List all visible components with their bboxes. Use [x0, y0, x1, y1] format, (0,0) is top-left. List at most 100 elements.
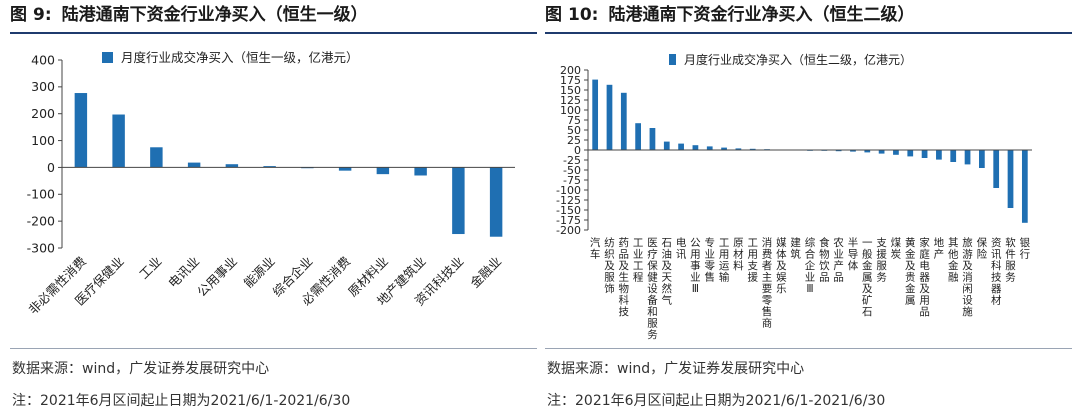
figure-9-note: 注：2021年6月区间起止日期为2021/6/1-2021/6/30: [12, 393, 351, 409]
fig9-bar: [112, 114, 125, 168]
fig10-bar: [620, 92, 627, 150]
fig10-y-tick-label: -175: [556, 214, 581, 227]
fig10-category-label: 地产: [934, 236, 945, 261]
fig10-category-label: 公用事业 Ⅲ: [690, 237, 701, 295]
figure-9-bar-chart: 月度行业成交净买入（恒生一级，亿港元） -300 -200 -100 0 100 200 30…: [25, 50, 515, 318]
fig10-bar: [936, 150, 942, 160]
fig10-category-label: 药品及生物科技: [619, 237, 630, 318]
fig10-y-tick-label: 175: [560, 74, 581, 87]
figure-10-bar-chart: 月度行业成交净买入（恒生二级，亿港元）-200-175-150-125-100-…: [556, 52, 1032, 341]
figure-9-source-rule: [10, 348, 537, 349]
fig10-category-label: 工业工程: [633, 237, 644, 284]
figure-10-panel: 图 10: 陆港通南下资金行业净买入（恒生二级） 月度行业成交净买入（恒生二级，亿港…: [545, 0, 1072, 418]
fig10-category-label: 消费者主要零售商: [762, 236, 773, 330]
fig10-category-label: 工用运输: [719, 237, 730, 284]
fig10-y-tick-label: -150: [556, 204, 581, 217]
fig10-bar: [850, 150, 856, 152]
fig9-category-label: 非必需性消费: [25, 254, 89, 318]
fig10-legend-label: 月度行业成交净买入（恒生二级，亿港元）: [684, 52, 912, 67]
fig10-bar: [692, 145, 699, 150]
fig10-bar: [964, 150, 971, 165]
figure-9-title-text: 陆港通南下资金行业净买入（恒生一级）: [61, 5, 368, 25]
fig9-bar: [338, 167, 352, 171]
fig9-bar: [225, 164, 239, 168]
fig10-category-label: 保险: [977, 236, 988, 261]
fig10-category-label: 半导体: [848, 236, 859, 272]
fig10-bar: [678, 143, 684, 150]
fig10-y-tick-label: 50: [567, 124, 581, 137]
figure-9-title-label: 图: [10, 5, 27, 25]
fig10-category-label: 医疗保健设备和服务: [647, 237, 658, 341]
fig10-bar: [749, 148, 756, 150]
fig10-bar: [663, 141, 670, 150]
fig10-bar: [835, 150, 842, 152]
fig10-y-tick-label: 200: [560, 64, 581, 77]
fig9-y-tick-label: -300: [27, 240, 55, 255]
fig9-category-label: 公用事业: [194, 254, 240, 300]
fig9-category-label: 工业: [136, 254, 164, 282]
fig9-y-tick-label: 200: [31, 106, 55, 121]
fig10-category-label: 汽车: [590, 236, 601, 261]
fig10-category-label: 专业零售: [704, 236, 715, 284]
figure-10-source: 数据来源：wind，广发证券发展研究中心: [547, 361, 805, 377]
figure-10-note: 注：2021年6月区间起止日期为2021/6/1-2021/6/30: [547, 393, 886, 409]
fig9-bar: [489, 167, 503, 237]
fig9-legend-swatch: [102, 52, 113, 63]
fig9-bar: [263, 166, 276, 168]
fig10-y-tick-label: -50: [563, 164, 581, 177]
fig9-legend-label: 月度行业成交净买入（恒生一级，亿港元）: [121, 50, 359, 65]
fig10-y-tick-label: 0: [574, 144, 581, 157]
fig10-y-tick-label: 125: [560, 94, 581, 107]
fig9-bar: [74, 93, 88, 168]
fig10-bar: [950, 150, 957, 162]
fig9-bar: [452, 167, 465, 235]
fig10-bar: [993, 150, 1000, 188]
fig9-bar: [150, 147, 163, 168]
fig10-category-label: 工用支援: [747, 237, 758, 284]
fig10-bar: [1007, 150, 1014, 208]
fig10-category-label: 银行: [1020, 236, 1031, 261]
fig10-y-tick-label: -75: [563, 174, 581, 187]
fig10-category-label: 资讯科技器材: [991, 237, 1002, 307]
figure-10-source-rule: [545, 348, 1072, 349]
figure-10-title-label: 图: [545, 5, 562, 25]
figure-9-source: 数据来源：wind，广发证券发展研究中心: [12, 361, 270, 377]
fig10-bar: [864, 150, 871, 153]
fig10-bar: [606, 84, 613, 150]
fig10-category-label: 原材料: [733, 237, 744, 272]
fig10-y-tick-label: 150: [560, 84, 581, 97]
fig9-y-tick-label: 400: [31, 52, 55, 67]
fig10-category-label: 家庭电器及用品: [919, 236, 930, 318]
fig10-category-label: 电讯: [676, 236, 687, 261]
figure-9-title-number: 9:: [33, 5, 52, 25]
fig10-y-tick-label: 25: [567, 134, 581, 147]
fig10-bar: [1021, 150, 1028, 223]
fig10-category-label: 旅游及消闲设施: [962, 236, 973, 318]
fig9-y-tick-label: -100: [27, 187, 55, 202]
fig10-category-label: 其他金融: [948, 237, 959, 284]
fig10-category-label: 综合企业 Ⅲ: [805, 236, 816, 295]
fig10-bar: [735, 148, 742, 150]
fig10-bar: [878, 150, 885, 154]
fig9-y-tick-label: 300: [31, 79, 55, 94]
fig10-category-label: 黄金及贵金属: [905, 236, 916, 307]
fig10-category-label: 软件服务: [1005, 236, 1016, 284]
fig9-category-label: 金融业: [467, 254, 504, 291]
fig9-y-tick-label: -200: [27, 214, 55, 229]
fig10-category-label: 一般金属及矿石: [862, 237, 873, 318]
fig10-category-label: 石油及天然气: [662, 237, 673, 307]
figure-10-title: 图 10: 陆港通南下资金行业净买入（恒生二级）: [545, 0, 1072, 30]
figure-10-title-text: 陆港通南下资金行业净买入（恒生二级）: [608, 5, 915, 25]
figure-10-title-rule: [545, 32, 1072, 34]
fig10-category-label: 支援服务: [876, 237, 887, 284]
fig10-y-tick-label: 100: [560, 104, 581, 117]
fig10-bar: [649, 128, 656, 150]
fig10-bar: [721, 147, 727, 150]
fig10-y-tick-label: -125: [556, 194, 581, 207]
figure-9-title: 图 9: 陆港通南下资金行业净买入（恒生一级）: [10, 0, 537, 30]
fig10-bar: [907, 150, 914, 157]
fig10-bar: [635, 123, 641, 150]
fig10-legend-swatch: [669, 54, 676, 65]
figure-9-title-rule: [10, 32, 537, 34]
fig10-category-label: 纺织及服饰: [604, 236, 615, 295]
